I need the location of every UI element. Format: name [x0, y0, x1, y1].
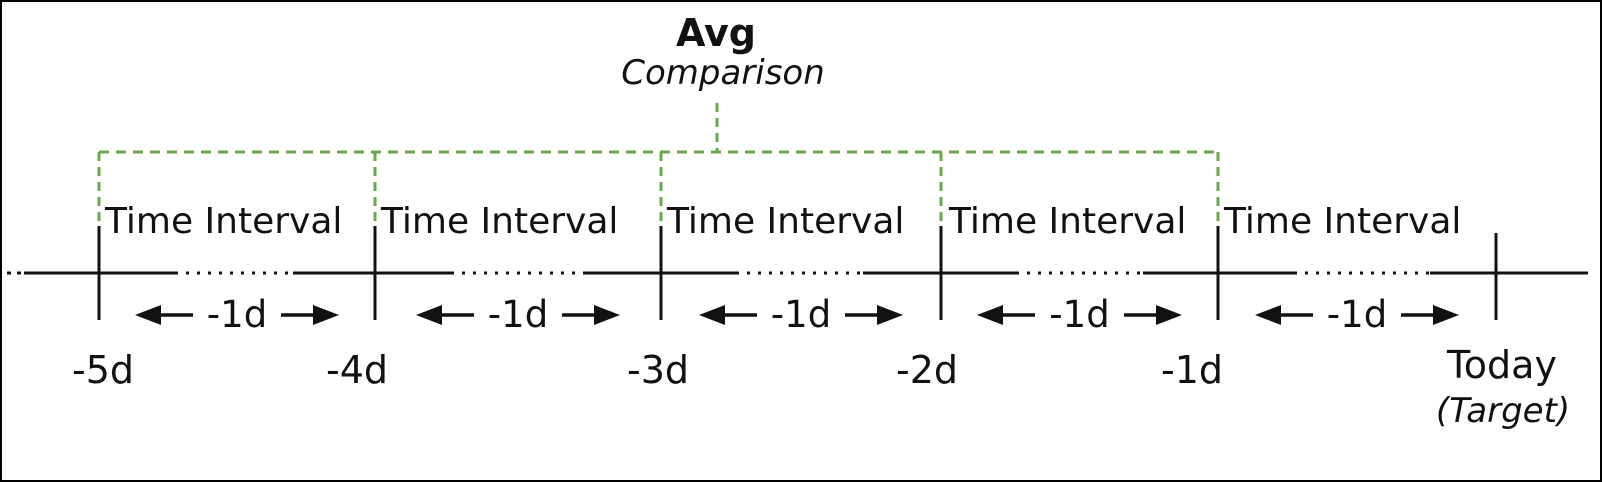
arrow-right-icon	[845, 305, 904, 325]
comparison-bracket	[97, 103, 1220, 228]
arrow-left-icon	[977, 305, 1036, 325]
tick-label: -2d	[895, 348, 959, 392]
time-axis	[7, 226, 1588, 320]
interval-duration: -1d	[661, 293, 941, 337]
interval-label: Time Interval	[949, 201, 1187, 242]
interval-duration: -1d	[99, 293, 375, 337]
duration-label: -1d	[1049, 292, 1110, 336]
arrow-right-icon	[562, 305, 621, 325]
tick-label: -4d	[325, 348, 389, 392]
arrow-left-icon	[415, 305, 474, 325]
interval-label: Time Interval	[105, 201, 343, 242]
arrow-right-icon	[1123, 305, 1182, 325]
tick-label-today: Today	[1447, 343, 1557, 387]
tick-label: -1d	[1160, 348, 1224, 392]
tick-sublabel-target: (Target)	[1435, 391, 1571, 431]
tick-label: -5d	[71, 348, 135, 392]
duration-label: -1d	[487, 292, 549, 336]
arrow-right-icon	[281, 305, 340, 325]
interval-duration: -1d	[375, 293, 661, 337]
interval-label: Time Interval	[381, 201, 619, 242]
diagram-title: Avg	[675, 11, 757, 55]
arrow-left-icon	[134, 305, 193, 325]
interval-duration: -1d	[941, 293, 1218, 337]
duration-label: -1d	[770, 292, 832, 336]
tick-label: -3d	[626, 348, 690, 392]
interval-label: Time Interval	[667, 201, 905, 242]
diagram-subtitle: Comparison	[621, 53, 825, 93]
interval-duration: -1d	[1218, 293, 1496, 337]
arrow-right-icon	[1401, 305, 1460, 325]
duration-label: -1d	[206, 292, 268, 336]
arrow-left-icon	[1254, 305, 1313, 325]
interval-label: Time Interval	[1224, 201, 1462, 242]
duration-label: -1d	[1326, 292, 1388, 336]
arrow-left-icon	[698, 305, 757, 325]
